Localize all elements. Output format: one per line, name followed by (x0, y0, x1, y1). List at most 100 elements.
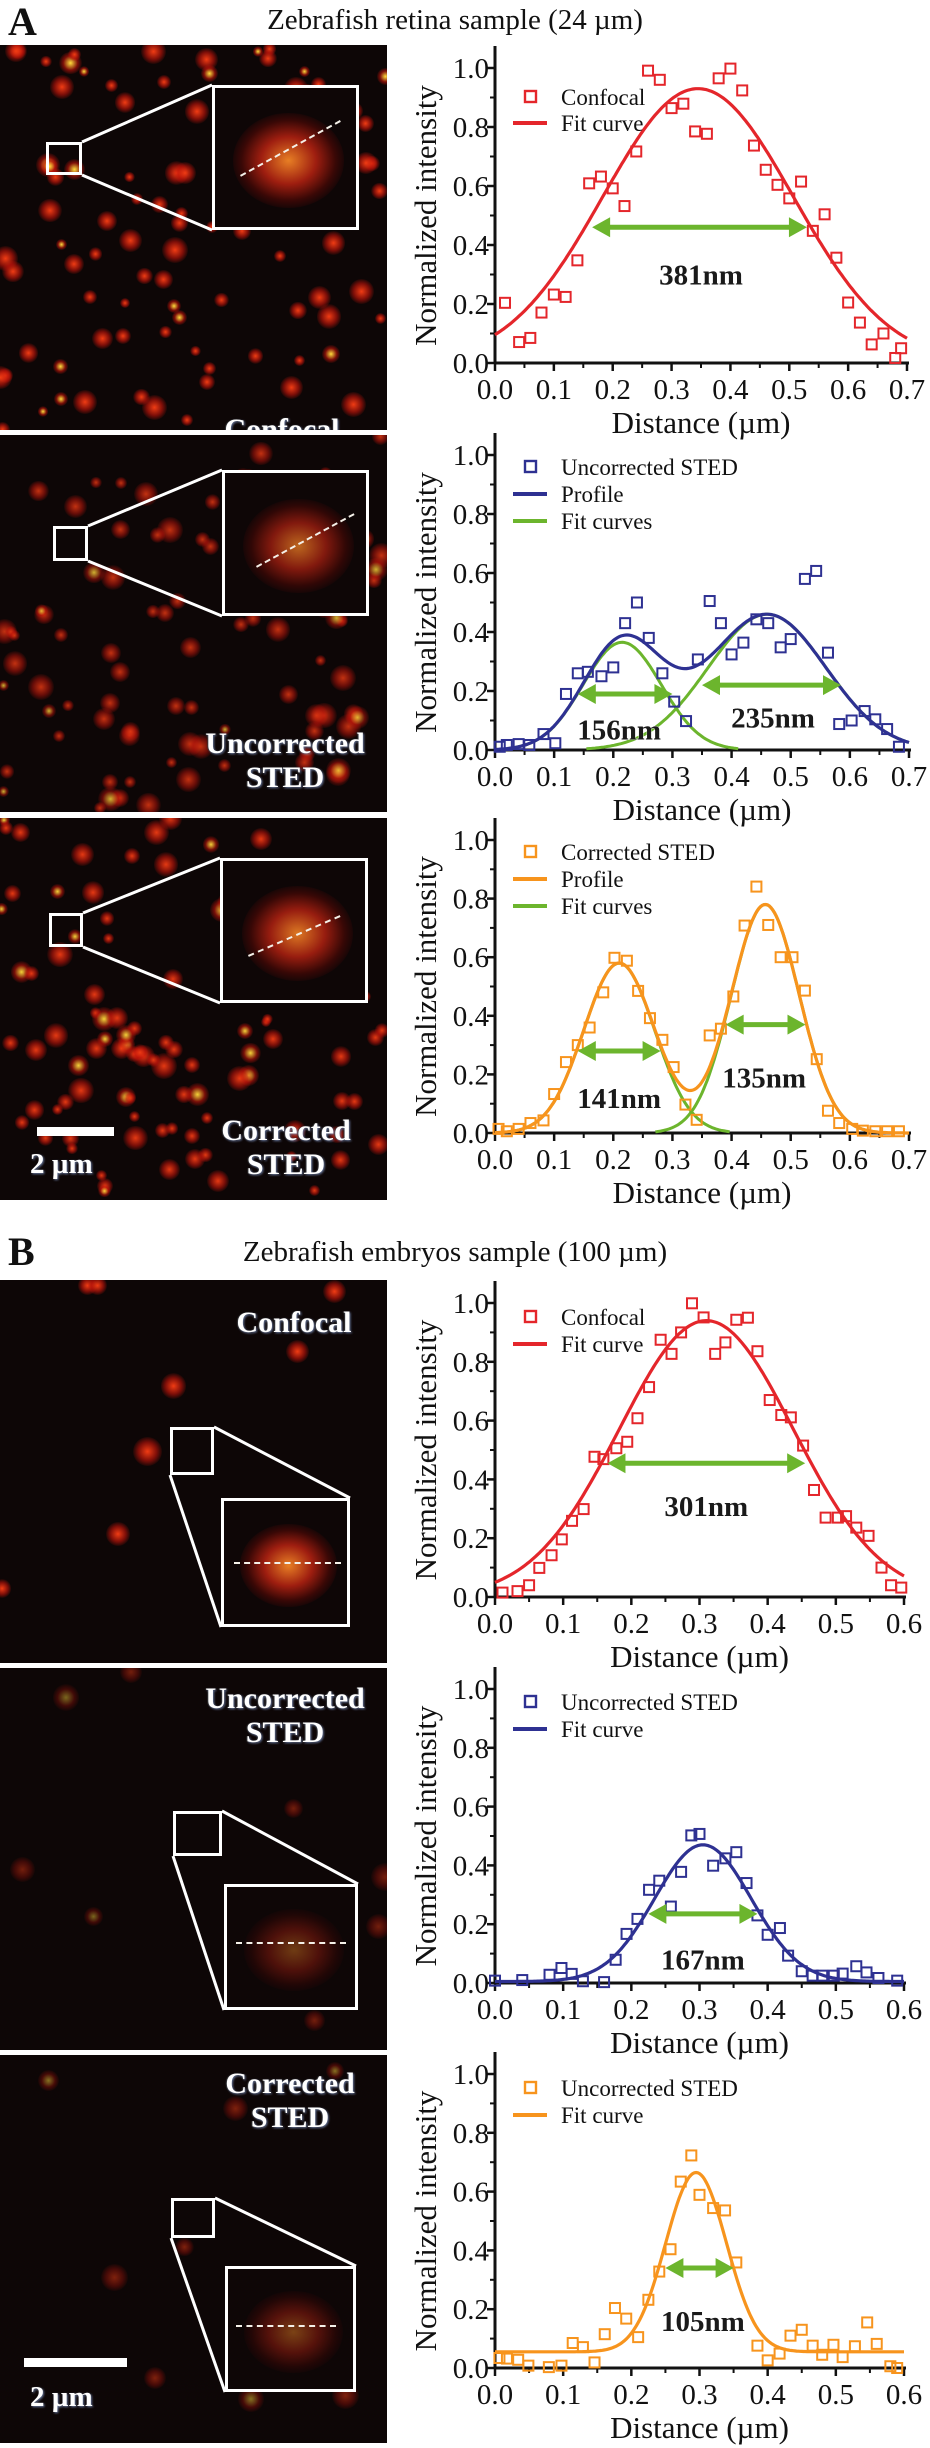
fluorescent-spot (52, 1684, 80, 1711)
x-tick-label: 0.7 (889, 374, 925, 406)
y-tick-label: 0.0 (453, 2353, 489, 2385)
data-point (559, 1056, 572, 1069)
fluorescent-spot (151, 196, 168, 213)
fluorescent-spot (175, 2237, 195, 2257)
fwhm-arrow-head-left (577, 683, 596, 704)
fluorescent-spot (0, 245, 19, 272)
fluorescent-spot (0, 421, 10, 430)
profile-fit-curve (495, 2170, 904, 2354)
label-line: STED (245, 1716, 325, 1749)
fluorescent-spot (261, 1013, 273, 1025)
fluorescent-spot (121, 722, 140, 741)
data-point (747, 139, 760, 152)
data-point (738, 919, 751, 932)
magnified-inset (212, 85, 359, 230)
x-tick-label: 0.6 (832, 1144, 868, 1176)
magnified-inset (224, 1884, 358, 2010)
x-tick-label: 0.3 (654, 1144, 690, 1176)
data-point (730, 1846, 743, 1859)
fluorescent-spot (40, 157, 59, 176)
fluorescent-spot (114, 92, 136, 113)
x-tick-label: 0.1 (536, 374, 572, 406)
data-point (821, 1104, 834, 1117)
y-tick-label: 0.2 (453, 1909, 489, 1941)
data-point (750, 613, 763, 626)
data-point (632, 984, 645, 997)
legend-label: Fit curves (561, 509, 652, 534)
fluorescent-spot (214, 292, 229, 308)
fluorescent-spot (101, 2264, 129, 2292)
data-point (810, 564, 823, 577)
fwhm-label: 135nm (722, 1062, 806, 1094)
data-point (784, 2329, 797, 2342)
data-point (668, 695, 681, 708)
fluorescent-spot (132, 1436, 163, 1467)
data-point (654, 1333, 667, 1346)
data-point (500, 2352, 513, 2365)
legend-label: Fit curve (561, 111, 643, 136)
data-point (860, 1966, 873, 1979)
fluorescent-spot (25, 1039, 48, 1062)
fluorescent-spot (157, 75, 171, 89)
fluorescent-spot (28, 673, 55, 700)
data-point (619, 617, 632, 630)
data-point (771, 178, 784, 191)
fluorescent-spot (68, 1055, 89, 1076)
fluorescent-spot (130, 193, 143, 206)
y-tick-label: 0.4 (453, 1001, 490, 1033)
data-point (797, 1439, 810, 1452)
fluorescent-spot (96, 211, 117, 232)
fluorescent-spot (101, 773, 118, 790)
fluorescent-spot (194, 532, 210, 548)
y-tick-label: 1.0 (453, 825, 489, 857)
data-point (653, 73, 666, 86)
magnified-spot (243, 498, 354, 594)
scale-bar-label: 2 µm (30, 2381, 93, 2413)
x-tick-label: 0.5 (818, 1994, 854, 2026)
fluorescent-spot (0, 821, 14, 836)
fluorescent-spot (120, 298, 131, 309)
fluorescent-spot (99, 911, 115, 926)
magnified-spot (240, 1523, 337, 1608)
data-point (827, 2338, 840, 2351)
fluorescent-spot (83, 1906, 103, 1926)
data-point (703, 595, 716, 608)
data-point (583, 177, 596, 190)
panel-a-title: Zebrafish retina sample (24 µm) (267, 4, 643, 36)
data-point (609, 1953, 622, 1966)
data-point (819, 1511, 832, 1524)
data-point (751, 2339, 764, 2352)
data-point (512, 2353, 525, 2366)
x-tick-label: 0.6 (886, 1994, 922, 2026)
fluorescent-spot (200, 1111, 214, 1125)
data-point (583, 1021, 596, 1034)
legend-label: Profile (561, 867, 624, 892)
data-point (535, 306, 548, 319)
data-point (885, 1579, 898, 1592)
profile-fit-curve (495, 1843, 904, 1984)
chart-b-uncorrected-sted-profile: 0.0 0.2 0.4 0.6 0.8 1.0 0.0 0.1 0.2 0.3 0.4 0.5 0.6 D… (408, 1667, 922, 2060)
magnified-inset (220, 858, 368, 1003)
x-tick-label: 0.5 (771, 374, 807, 406)
profile-fit-curve (495, 612, 910, 751)
data-point (571, 254, 584, 267)
x-tick-label: 0.5 (773, 1144, 809, 1176)
data-point (537, 1114, 550, 1127)
y-tick-label: 0.0 (453, 735, 489, 767)
data-point (712, 72, 725, 85)
data-point (656, 1033, 669, 1046)
data-point (831, 1511, 844, 1524)
fwhm-arrow-head-left (592, 217, 611, 238)
fluorescent-spot (10, 1857, 36, 1883)
fwhm-label: 167nm (661, 1944, 745, 1976)
x-tick-label: 0.4 (713, 1144, 750, 1176)
data-point (493, 2352, 506, 2365)
fluorescent-spot (181, 414, 194, 426)
fwhm-arrow-head-left (702, 675, 720, 696)
data-point (597, 986, 610, 999)
legend-marker (523, 2080, 538, 2095)
fluorescent-spot (247, 347, 264, 364)
x-axis-label: Distance (µm) (613, 1175, 792, 1210)
fluorescent-spot (62, 699, 74, 712)
legend-label: Confocal (561, 85, 645, 110)
